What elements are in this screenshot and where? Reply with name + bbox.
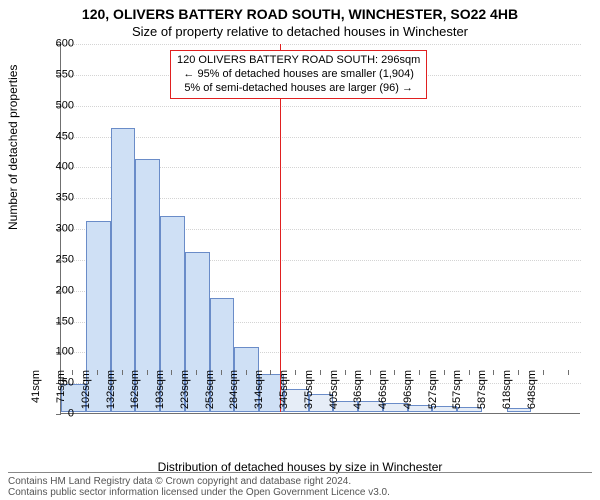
x-tick-label: 405sqm <box>328 370 340 420</box>
gridline <box>61 44 581 45</box>
x-tick-label: 648sqm <box>526 370 538 420</box>
gridline <box>61 137 581 138</box>
x-tickmark <box>493 370 494 375</box>
x-tick-label: 527sqm <box>427 370 439 420</box>
x-tick-label: 132sqm <box>105 370 117 420</box>
y-tick-label: 550 <box>34 69 74 80</box>
y-tick-label: 100 <box>34 347 74 358</box>
x-tick-label: 466sqm <box>377 370 389 420</box>
y-axis-label: Number of detached properties <box>6 65 20 230</box>
y-tick-label: 250 <box>34 254 74 265</box>
y-tick-label: 150 <box>34 316 74 327</box>
x-tick-label: 284sqm <box>228 370 240 420</box>
x-tickmark <box>97 370 98 375</box>
chart-area: 120 OLIVERS BATTERY ROAD SOUTH: 296sqm ←… <box>60 44 580 414</box>
footer-attribution: Contains HM Land Registry data © Crown c… <box>8 472 592 498</box>
x-tick-label: 314sqm <box>253 370 265 420</box>
x-tick-label: 496sqm <box>402 370 414 420</box>
x-tick-label: 162sqm <box>129 370 141 420</box>
y-tick-label: 450 <box>34 131 74 142</box>
x-tickmark <box>419 370 420 375</box>
x-tick-label: 102sqm <box>80 370 92 420</box>
x-tick-label: 375sqm <box>303 370 315 420</box>
x-tickmark <box>246 370 247 375</box>
x-tickmark <box>196 370 197 375</box>
x-tickmark <box>147 370 148 375</box>
x-tick-label: 345sqm <box>278 370 290 420</box>
x-tickmark <box>320 370 321 375</box>
footer-line-2: Contains public sector information licen… <box>8 487 390 498</box>
annotation-line-3: 5% of semi-detached houses are larger (9… <box>177 82 420 96</box>
figure: 120, OLIVERS BATTERY ROAD SOUTH, WINCHES… <box>0 0 600 500</box>
x-tickmark <box>543 370 544 375</box>
x-tick-label: 193sqm <box>154 370 166 420</box>
x-tickmark <box>171 370 172 375</box>
y-tick-label: 300 <box>34 224 74 235</box>
chart-title-sub: Size of property relative to detached ho… <box>0 24 600 39</box>
y-tick-label: 350 <box>34 193 74 204</box>
x-tickmark <box>518 370 519 375</box>
gridline <box>61 106 581 107</box>
x-tickmark <box>270 370 271 375</box>
x-tickmark <box>221 370 222 375</box>
x-tickmark <box>295 370 296 375</box>
y-tick-label: 400 <box>34 162 74 173</box>
x-tickmark <box>72 370 73 375</box>
y-tick-label: 200 <box>34 285 74 296</box>
x-tickmark <box>370 370 371 375</box>
x-tickmark <box>394 370 395 375</box>
x-tickmark <box>469 370 470 375</box>
x-tick-label: 71sqm <box>55 370 67 420</box>
x-tick-label: 253sqm <box>204 370 216 420</box>
chart-title-main: 120, OLIVERS BATTERY ROAD SOUTH, WINCHES… <box>0 6 600 22</box>
x-tick-label: 436sqm <box>352 370 364 420</box>
x-tick-label: 41sqm <box>30 370 42 420</box>
annotation-line-2: ← 95% of detached houses are smaller (1,… <box>177 68 420 82</box>
y-tick-label: 600 <box>34 39 74 50</box>
x-tickmark <box>444 370 445 375</box>
x-tick-label: 223sqm <box>179 370 191 420</box>
y-tick-label: 500 <box>34 100 74 111</box>
x-tickmark <box>568 370 569 375</box>
annotation-box: 120 OLIVERS BATTERY ROAD SOUTH: 296sqm ←… <box>170 50 427 99</box>
plot-area <box>60 44 580 414</box>
footer-line-1: Contains HM Land Registry data © Crown c… <box>8 476 351 487</box>
x-tick-label: 557sqm <box>451 370 463 420</box>
x-tick-label: 587sqm <box>476 370 488 420</box>
annotation-line-1: 120 OLIVERS BATTERY ROAD SOUTH: 296sqm <box>177 54 420 68</box>
x-tickmark <box>345 370 346 375</box>
x-tick-label: 618sqm <box>501 370 513 420</box>
x-tickmark <box>122 370 123 375</box>
